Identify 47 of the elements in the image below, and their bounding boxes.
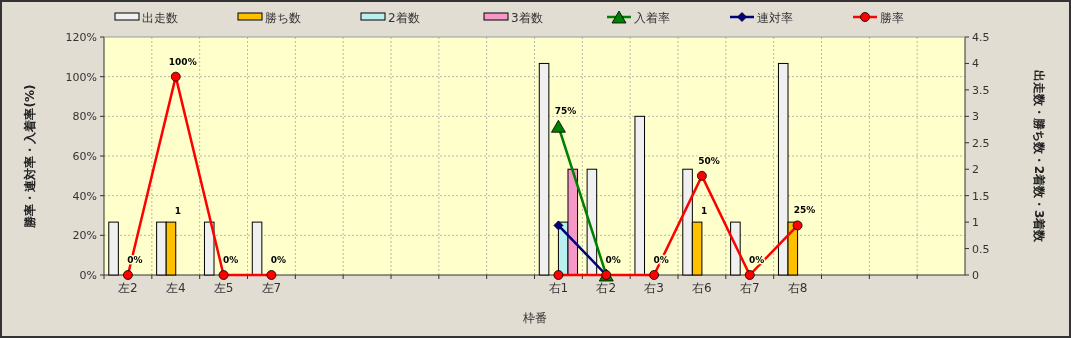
- x-tick-label: 左4: [165, 281, 186, 295]
- data-label: 0%: [222, 255, 239, 265]
- x-tick-label: 右6: [692, 281, 712, 295]
- y-tick-label: 40%: [72, 189, 97, 203]
- legend-label: 入着率: [634, 11, 670, 25]
- data-label: 25%: [793, 205, 816, 216]
- y-tick-label: 100%: [65, 70, 97, 84]
- legend-label: 3着数: [511, 11, 543, 25]
- y2-tick-label: 3: [972, 110, 979, 124]
- x-tick-label: 左2: [118, 281, 138, 295]
- y-tick-label: 20%: [72, 229, 97, 243]
- legend-label: 連対率: [757, 11, 793, 25]
- y2-tick-label: 4.5: [972, 31, 990, 44]
- x-tick-label: 右1: [548, 281, 569, 295]
- y-tick-label: 120%: [65, 31, 97, 44]
- data-label: 0%: [270, 255, 287, 265]
- data-label: 50%: [698, 155, 720, 166]
- y2-tick-label: 0.5: [972, 242, 990, 256]
- data-label: 100%: [168, 56, 197, 67]
- y2-tick-label: 2: [972, 163, 979, 177]
- x-tick-label: 左5: [213, 281, 234, 295]
- y2-tick-label: 4: [972, 57, 979, 71]
- x-tick-label: 左7: [261, 281, 282, 295]
- y2-tick-label: 1: [972, 216, 979, 230]
- legend-label: 2着数: [388, 11, 420, 25]
- data-label: 0%: [605, 255, 621, 265]
- y-tick-label: 60%: [72, 150, 97, 163]
- y2-tick-label: 2.5: [972, 136, 990, 150]
- data-label: 1: [174, 206, 182, 217]
- legend-label: 勝ち数: [265, 11, 301, 25]
- x-tick-label: 右8: [787, 281, 808, 295]
- y2-tick-label: 1.5: [972, 189, 990, 203]
- legend-label: 出走数: [142, 11, 178, 25]
- y2-tick-label: 3.5: [972, 83, 990, 97]
- legend-label: 勝率: [880, 11, 904, 25]
- y-tick-label: 80%: [72, 110, 97, 124]
- data-label: 75%: [554, 106, 577, 117]
- y-axis-title: 勝率・連対率・入着率(%): [23, 84, 37, 229]
- x-tick-label: 右2: [596, 281, 617, 295]
- y2-tick-label: 0: [972, 269, 979, 282]
- y2-axis-title: 出走数・勝ち数・2着数・3着数: [1032, 69, 1046, 244]
- x-tick-label: 右3: [644, 281, 664, 295]
- x-axis-title: 枠番: [521, 311, 547, 325]
- y-tick-label: 0%: [79, 269, 97, 282]
- x-tick-label: 右7: [739, 281, 760, 295]
- data-label: 0%: [749, 255, 765, 265]
- data-label: 1: [701, 206, 708, 217]
